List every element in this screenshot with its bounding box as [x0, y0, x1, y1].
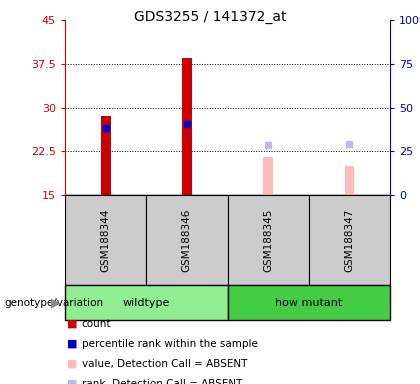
Bar [182, 58, 192, 195]
Text: GDS3255 / 141372_at: GDS3255 / 141372_at [134, 10, 286, 23]
Text: ▶: ▶ [51, 296, 61, 309]
Text: wildtype: wildtype [123, 298, 170, 308]
Text: ■: ■ [67, 359, 78, 369]
Bar [228, 285, 390, 320]
Bar [65, 195, 146, 285]
Bar [65, 285, 228, 320]
Text: GSM188346: GSM188346 [182, 208, 192, 272]
Bar [228, 195, 309, 285]
Text: how mutant: how mutant [275, 298, 342, 308]
Text: percentile rank within the sample: percentile rank within the sample [82, 339, 258, 349]
Bar [101, 116, 110, 195]
Text: ■: ■ [67, 319, 78, 329]
Bar [344, 166, 354, 195]
Text: ■: ■ [67, 379, 78, 384]
Bar [263, 157, 273, 195]
Bar [309, 195, 390, 285]
Text: rank, Detection Call = ABSENT: rank, Detection Call = ABSENT [82, 379, 242, 384]
Bar [146, 195, 228, 285]
Text: genotype/variation: genotype/variation [4, 298, 103, 308]
Text: ■: ■ [67, 339, 78, 349]
Text: GSM188345: GSM188345 [263, 208, 273, 272]
Text: value, Detection Call = ABSENT: value, Detection Call = ABSENT [82, 359, 247, 369]
Text: GSM188347: GSM188347 [344, 208, 354, 272]
Text: GSM188344: GSM188344 [101, 208, 110, 272]
Text: count: count [82, 319, 111, 329]
